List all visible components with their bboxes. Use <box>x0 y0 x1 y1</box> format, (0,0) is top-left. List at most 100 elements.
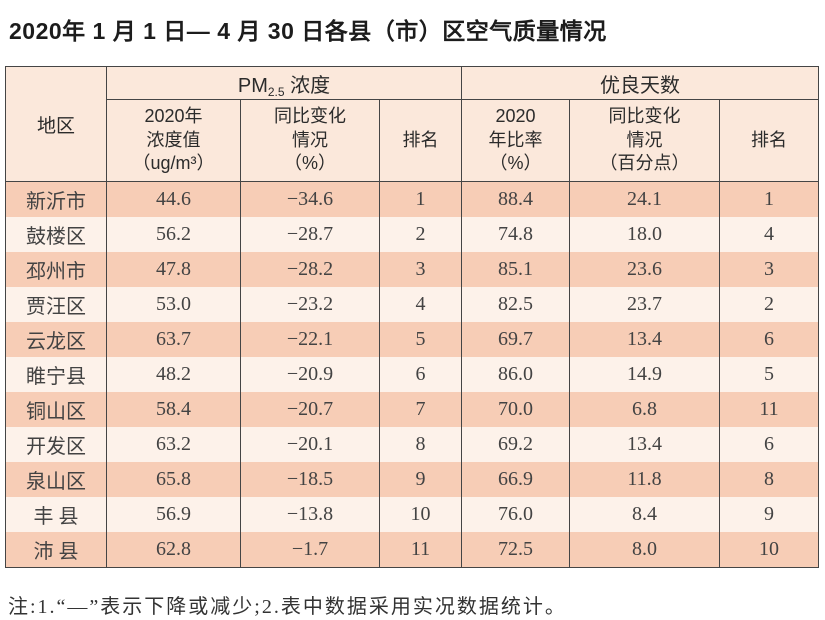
region-cell: 贾汪区 <box>5 287 107 322</box>
table-row: 贾汪区 53.0 −23.2 4 82.5 23.7 2 <box>5 287 820 322</box>
pm-change-cell: −34.6 <box>240 181 380 217</box>
good-ratio-cell: 72.5 <box>461 532 571 568</box>
good-change-cell: 13.4 <box>569 322 721 357</box>
pm-rank-cell: 10 <box>378 497 463 532</box>
col-header-good-change: 同比变化 情况 （百分点） <box>569 99 721 182</box>
good-rank-cell: 10 <box>719 532 820 568</box>
pm-change-cell: −20.7 <box>240 392 380 427</box>
good-change-cell: 18.0 <box>569 217 721 252</box>
col-header-pm-value: 2020年 浓度值 （ug/m³） <box>106 99 241 182</box>
region-cell: 睢宁县 <box>5 357 107 392</box>
pm-change-cell: −1.7 <box>240 532 380 568</box>
good-ratio-cell: 86.0 <box>461 357 571 392</box>
region-cell: 开发区 <box>5 427 107 462</box>
col-group-pm25: PM2.5 浓度 <box>105 66 463 100</box>
good-ratio-cell: 70.0 <box>461 392 571 427</box>
good-ratio-cell: 69.2 <box>461 427 571 462</box>
good-change-cell: 13.4 <box>569 427 721 462</box>
region-cell: 鼓楼区 <box>5 217 107 252</box>
good-ratio-cell: 76.0 <box>461 497 571 532</box>
good-change-cell: 8.4 <box>569 497 721 532</box>
good-rank-cell: 9 <box>719 497 820 532</box>
good-ratio-cell: 69.7 <box>461 322 571 357</box>
good-change-cell: 23.6 <box>569 252 721 287</box>
pm-rank-cell: 6 <box>378 357 463 392</box>
good-rank-cell: 4 <box>719 217 820 252</box>
pm-rank-cell: 5 <box>378 322 463 357</box>
region-cell: 铜山区 <box>5 392 107 427</box>
pm-change-cell: −20.9 <box>240 357 380 392</box>
col-header-region: 地区 <box>5 66 107 182</box>
good-change-cell: 8.0 <box>569 532 721 568</box>
good-rank-cell: 5 <box>719 357 820 392</box>
good-change-cell: 23.7 <box>569 287 721 322</box>
pm-rank-cell: 3 <box>378 252 463 287</box>
pm-change-cell: −28.2 <box>240 252 380 287</box>
good-rank-cell: 3 <box>719 252 820 287</box>
pm-rank-cell: 7 <box>378 392 463 427</box>
region-cell: 沛 县 <box>5 532 107 568</box>
good-ratio-cell: 82.5 <box>461 287 571 322</box>
sub-header-row: 2020年 浓度值 （ug/m³） 同比变化 情况 （%） 排名 2020 年比… <box>6 99 820 182</box>
good-ratio-cell: 85.1 <box>461 252 571 287</box>
group-header-row: 地区 PM2.5 浓度 优良天数 <box>5 66 820 182</box>
pm-value-cell: 62.8 <box>106 532 241 568</box>
pm-value-cell: 48.2 <box>106 357 241 392</box>
pm-rank-cell: 9 <box>378 462 463 497</box>
table-row: 鼓楼区 56.2 −28.7 2 74.8 18.0 4 <box>5 217 820 252</box>
footnote: 注:1.“—”表示下降或减少;2.表中数据采用实况数据统计。 <box>8 596 567 618</box>
pm-value-cell: 63.2 <box>106 427 241 462</box>
good-rank-cell: 8 <box>719 462 820 497</box>
pm-rank-cell: 2 <box>378 217 463 252</box>
table-row: 云龙区 63.7 −22.1 5 69.7 13.4 6 <box>5 322 820 357</box>
good-ratio-cell: 66.9 <box>461 462 571 497</box>
pm-change-cell: −22.1 <box>240 322 380 357</box>
col-header-pm-rank: 排名 <box>378 99 463 182</box>
table-row: 新沂市 44.6 −34.6 1 88.4 24.1 1 <box>5 181 820 217</box>
pm-value-cell: 56.9 <box>106 497 241 532</box>
pm-value-cell: 44.6 <box>106 181 241 217</box>
pm25-label: PM2.5 浓度 <box>237 74 331 99</box>
region-cell: 泉山区 <box>5 462 107 497</box>
region-cell: 丰 县 <box>5 497 107 532</box>
pm25-subscript: 2.5 <box>267 84 285 99</box>
good-rank-cell: 6 <box>719 427 820 462</box>
table-row: 开发区 63.2 −20.1 8 69.2 13.4 6 <box>5 427 820 462</box>
pm-value-cell: 53.0 <box>106 287 241 322</box>
region-cell: 邳州市 <box>5 252 107 287</box>
col-header-good-rank: 排名 <box>719 99 820 182</box>
good-change-cell: 14.9 <box>569 357 721 392</box>
pm-rank-cell: 1 <box>378 181 463 217</box>
pm-change-cell: −28.7 <box>240 217 380 252</box>
pm-value-cell: 63.7 <box>106 322 241 357</box>
pm-rank-cell: 11 <box>378 532 463 568</box>
good-rank-cell: 11 <box>719 392 820 427</box>
good-rank-cell: 1 <box>719 181 820 217</box>
pm-rank-cell: 8 <box>378 427 463 462</box>
table-row: 泉山区 65.8 −18.5 9 66.9 11.8 8 <box>5 462 820 497</box>
col-header-pm-change: 同比变化 情况 （%） <box>240 99 380 182</box>
col-header-good-ratio: 2020 年比率 （%） <box>461 99 571 182</box>
table-row: 铜山区 58.4 −20.7 7 70.0 6.8 11 <box>5 392 820 427</box>
table-row: 睢宁县 48.2 −20.9 6 86.0 14.9 5 <box>5 357 820 392</box>
region-cell: 云龙区 <box>5 322 107 357</box>
table-row: 丰 县 56.9 −13.8 10 76.0 8.4 9 <box>5 497 820 532</box>
pm-change-cell: −20.1 <box>240 427 380 462</box>
pm-value-cell: 56.2 <box>106 217 241 252</box>
table-row: 邳州市 47.8 −28.2 3 85.1 23.6 3 <box>5 252 820 287</box>
page-title: 2020年 1 月 1 日— 4 月 30 日各县（市）区空气质量情况 <box>9 18 607 44</box>
pm-value-cell: 58.4 <box>106 392 241 427</box>
good-rank-cell: 2 <box>719 287 820 322</box>
good-ratio-cell: 74.8 <box>461 217 571 252</box>
pm-value-cell: 65.8 <box>106 462 241 497</box>
pm-change-cell: −18.5 <box>240 462 380 497</box>
good-rank-cell: 6 <box>719 322 820 357</box>
good-ratio-cell: 88.4 <box>461 181 571 217</box>
pm-value-cell: 47.8 <box>106 252 241 287</box>
pm-rank-cell: 4 <box>378 287 463 322</box>
pm-change-cell: −13.8 <box>240 497 380 532</box>
pm-change-cell: −23.2 <box>240 287 380 322</box>
good-change-cell: 24.1 <box>569 181 721 217</box>
col-group-good-days: 优良天数 <box>461 66 820 100</box>
